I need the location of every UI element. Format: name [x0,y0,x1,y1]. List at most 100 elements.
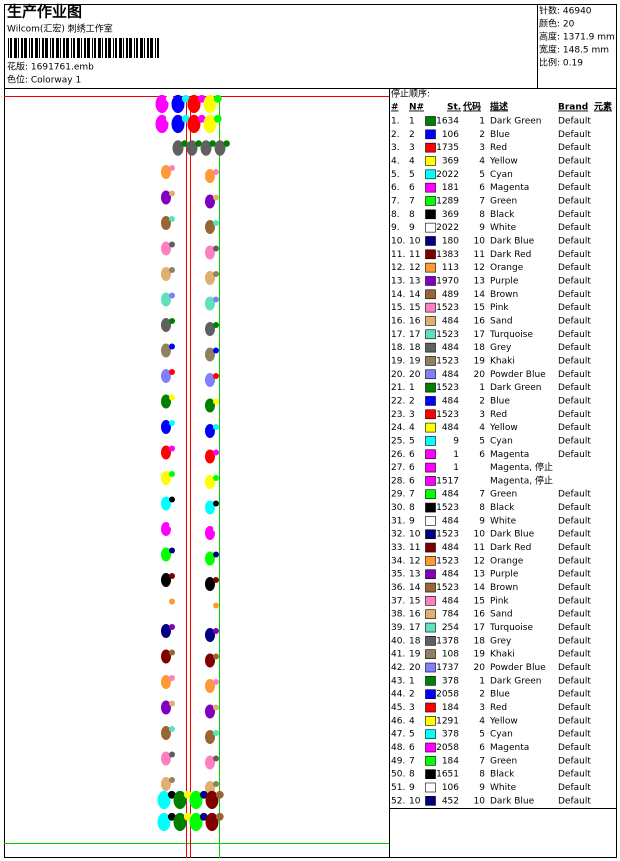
row-number: 5. [391,170,400,180]
stitches: 1289 [436,196,459,206]
barcode-bar [84,38,86,58]
code: 8 [479,503,485,513]
motif [161,343,171,358]
stitches: 1 [453,450,459,460]
color-swatch [425,596,436,606]
stitches: 184 [442,703,459,713]
stitches: 484 [442,370,459,380]
stitches: 369 [442,210,459,220]
description: Purple [490,276,519,286]
barcode-bar [147,38,149,58]
barcode-bar [39,38,40,58]
brand: Default [558,583,591,593]
stitches: 106 [442,783,459,793]
motif [205,577,215,591]
brand: Default [558,716,591,726]
row-number: 7. [391,196,400,206]
motif [161,471,171,485]
row-number: 28. [391,476,405,486]
color-swatch [425,502,436,513]
code: 17 [474,623,485,633]
barcode-bar [126,38,128,58]
row-number: 26. [391,450,405,460]
code: 2 [479,396,485,406]
column-header: 元素 [594,101,612,113]
motif [161,267,171,281]
stitches: 1 [453,463,459,473]
stitches: 1383 [436,250,459,260]
brand: Default [558,396,591,406]
motif [223,140,230,147]
motif [213,449,219,456]
barcode-bar [35,38,38,58]
description: Magenta, 停止 [490,474,553,486]
needle: 16 [409,316,421,326]
motif [213,220,219,226]
row-number: 23. [391,410,405,420]
code: 19 [474,356,486,366]
needle: 8 [409,210,415,220]
brand: Default [558,543,591,553]
barcode-bar [77,38,80,58]
color-swatch [425,556,436,566]
row-number: 43. [391,676,405,686]
needle: 8 [409,503,415,513]
brand: Default [558,676,591,686]
needle: 7 [409,196,415,206]
brand: Default [558,730,591,740]
motif [205,398,215,413]
stitches: 452 [442,796,459,806]
barcode-bar [150,38,153,58]
column-header: N# [409,103,424,113]
barcode-bar [50,38,51,58]
description: Magenta [490,183,529,193]
row-number: 8. [391,210,400,220]
motif [167,812,176,821]
needle: 4 [409,716,415,726]
description: Blue [490,690,510,700]
motif [203,94,217,114]
description: Magenta, 停止 [490,461,553,473]
color-swatch [425,436,436,446]
description: Brown [490,583,518,593]
motif [169,496,175,503]
barcode-bar [21,38,23,58]
motif [205,347,215,362]
brand: Default [558,290,591,300]
motif [169,165,175,171]
motif [161,369,171,383]
motif [213,245,219,252]
row-number: 10. [391,236,405,246]
description: Black [490,770,515,780]
barcode-bar [71,38,72,58]
row-number: 9. [391,223,400,233]
description: Red [490,703,507,713]
needle: 6 [409,183,415,193]
row-number: 46. [391,716,405,726]
design-preview [4,94,389,858]
stitches: 106 [442,130,459,140]
motif [205,526,215,540]
row-number: 15. [391,303,405,313]
motif [172,140,184,156]
motif [205,449,215,464]
description: Sand [490,316,513,326]
brand: Default [558,503,591,513]
barcode-bar [29,38,30,58]
motif [215,812,224,821]
stat: 针数: 46940 [539,5,592,17]
brand: Default [558,623,591,633]
motif [209,140,216,147]
stitches: 1523 [436,556,459,566]
row-number: 4. [391,156,400,166]
brand: Default [558,770,591,780]
barcode-bar [115,38,117,58]
motif [205,755,215,770]
motif [213,373,219,379]
motif [171,94,185,114]
color-swatch [425,636,436,646]
row-number: 6. [391,183,400,193]
motif [213,653,219,660]
brand: Default [558,370,591,380]
code: 4 [479,156,485,166]
